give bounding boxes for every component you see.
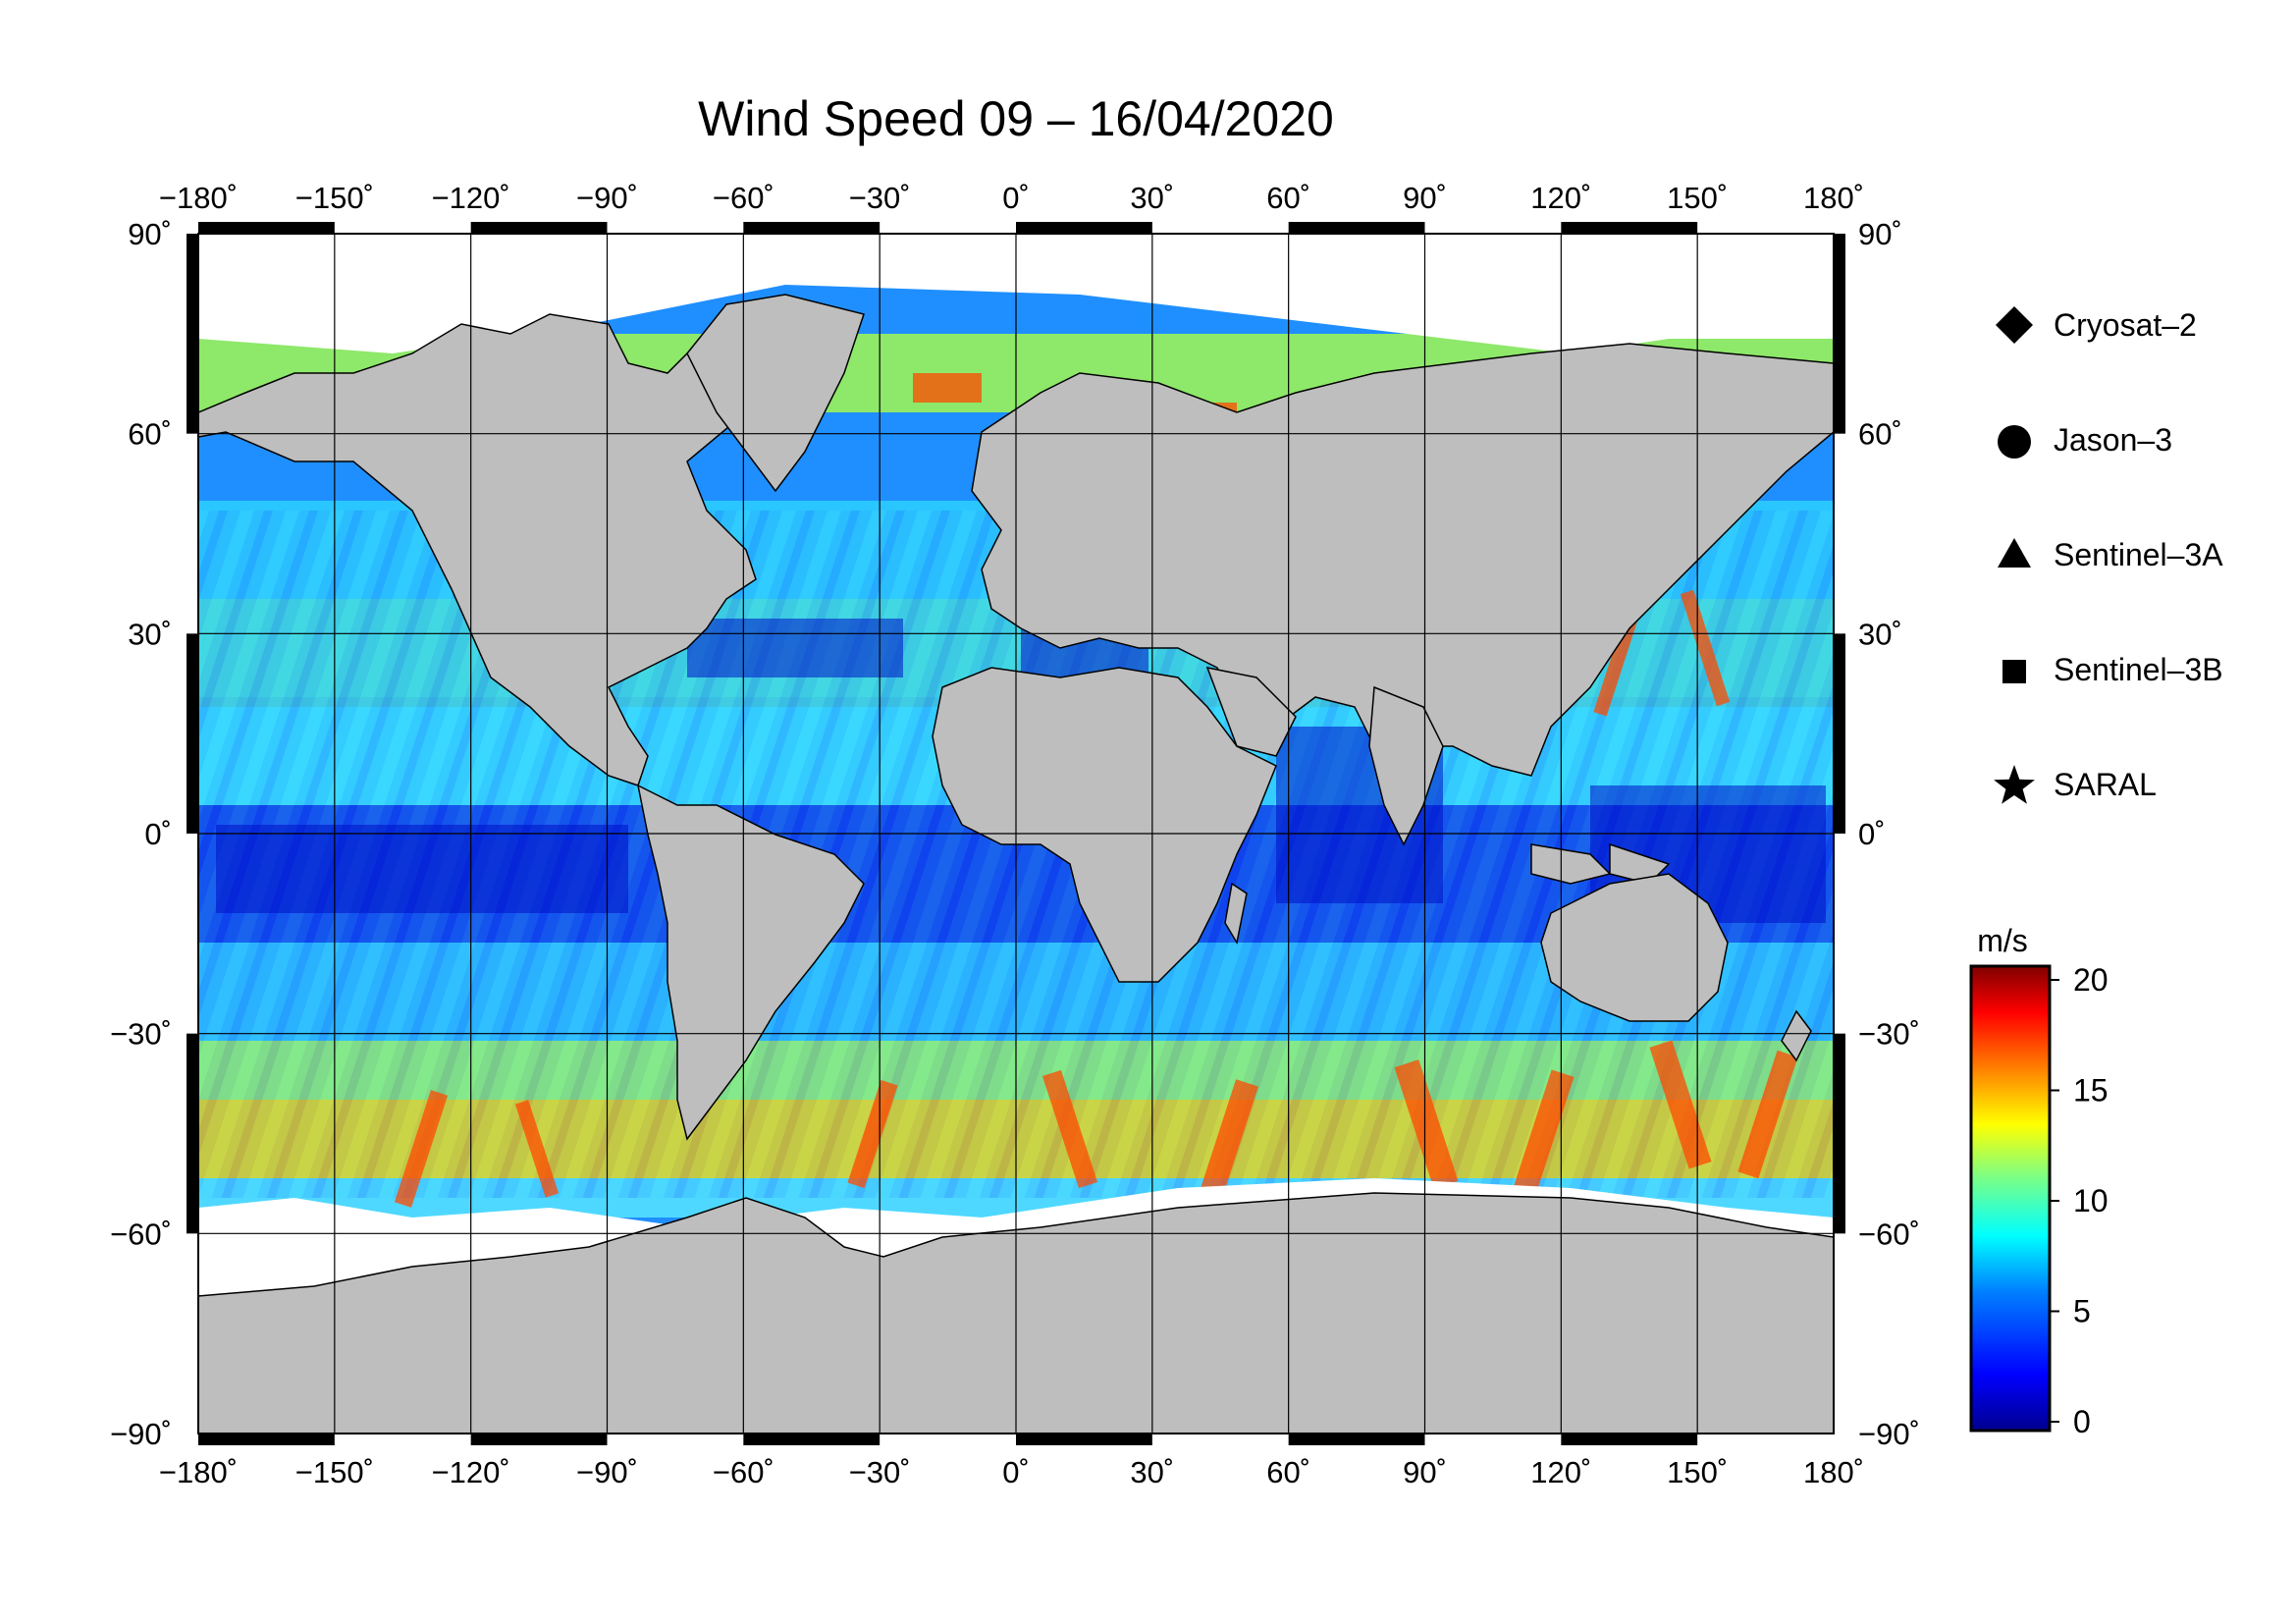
frame-bar-bottom: [1016, 1434, 1152, 1445]
colorbar-tick-label: 20: [2073, 962, 2109, 998]
south-america-land: [636, 784, 865, 1141]
lon-tick-label: 180˚: [1803, 181, 1864, 215]
australia-land: [1540, 873, 1729, 1022]
lat-tick-label: 0˚: [144, 817, 172, 851]
lon-tick-label: 0˚: [1002, 181, 1030, 215]
lon-tick-label: 120˚: [1530, 181, 1591, 215]
lat-tick-label: 60˚: [1858, 417, 1902, 452]
lon-tick-label: 120˚: [1530, 1455, 1591, 1489]
frame-bar-top: [198, 222, 335, 234]
colorbar-unit: m/s: [1977, 923, 2028, 958]
lon-tick-label: −150˚: [295, 1455, 374, 1489]
arabia-land: [1205, 666, 1297, 757]
square-icon: [2002, 660, 2026, 683]
legend-label: SARAL: [2054, 767, 2157, 802]
frame-bar-right: [1834, 234, 1845, 434]
lon-tick-label: 90˚: [1403, 1455, 1447, 1489]
lat-tick-label: 30˚: [1858, 617, 1902, 651]
frame-bar-bottom: [1561, 1434, 1698, 1445]
lat-tick-label: 60˚: [128, 417, 172, 452]
lon-tick-label: −60˚: [713, 1455, 774, 1489]
colorbar-tick-label: 10: [2073, 1183, 2109, 1218]
lon-tick-label: −150˚: [295, 181, 374, 215]
legend-label: Sentinel–3A: [2054, 537, 2223, 572]
colorbar-tick-label: 0: [2073, 1404, 2091, 1439]
lon-tick-label: 180˚: [1803, 1455, 1864, 1489]
frame-bar-left: [187, 633, 198, 834]
eurasia-land: [971, 343, 1834, 787]
colorbar-tick-label: 5: [2073, 1294, 2091, 1329]
colorbar-gradient: [1969, 964, 2052, 1433]
lat-tick-label: 0˚: [1858, 817, 1886, 851]
frame-bar-bottom: [743, 1434, 881, 1445]
lon-tick-label: 60˚: [1266, 181, 1310, 215]
star-icon: [1994, 765, 2035, 804]
bottom-lon-ticks: −180˚ −150˚ −120˚ −90˚ −60˚ −30˚ 0˚ 30˚ 60˚ 90˚ 12…: [159, 1455, 1864, 1489]
colorbar-tick-label: 15: [2073, 1073, 2109, 1109]
lat-tick-label: −90˚: [1858, 1417, 1920, 1451]
legend-label: Sentinel–3B: [2054, 652, 2223, 687]
lon-tick-label: −30˚: [849, 181, 911, 215]
lon-tick-label: 30˚: [1130, 1455, 1174, 1489]
lat-tick-label: −30˚: [1858, 1017, 1920, 1052]
triangle-icon: [1998, 538, 2031, 568]
lon-tick-label: 0˚: [1002, 1455, 1030, 1489]
lon-tick-label: 150˚: [1667, 1455, 1728, 1489]
frame-bar-top: [1561, 222, 1698, 234]
legend-label: Cryosat–2: [2054, 307, 2197, 343]
colorbar: m/s 20 15 10 5 0: [1969, 923, 2109, 1439]
lat-tick-label: 90˚: [128, 217, 172, 251]
top-lon-ticks: −180˚ −150˚ −120˚ −90˚ −60˚ −30˚ 0˚ 30˚ 60˚ 90˚ 12…: [159, 181, 1864, 215]
lon-tick-label: −120˚: [432, 181, 510, 215]
frame-bar-left: [187, 234, 198, 434]
graticule: [198, 234, 1834, 1434]
lon-tick-label: −180˚: [159, 1455, 238, 1489]
frame-bar-top: [743, 222, 881, 234]
frame-bar-left: [187, 1033, 198, 1234]
north-america-land: [198, 313, 777, 786]
legend-label: Jason–3: [2054, 422, 2172, 458]
map-title: Wind Speed 09 – 16/04/2020: [698, 91, 1334, 146]
frame-bar-right: [1834, 1033, 1845, 1234]
frame-bar-right: [1834, 633, 1845, 834]
satellite-legend: Cryosat–2 Jason–3 Sentinel–3A Sentinel–3B SA…: [1994, 306, 2223, 804]
lon-tick-label: 150˚: [1667, 181, 1728, 215]
lon-tick-label: −60˚: [713, 181, 774, 215]
frame-ticks: [187, 222, 1845, 1445]
lon-tick-label: −90˚: [576, 181, 638, 215]
right-lat-ticks: 90˚ 60˚ 30˚ 0˚ −30˚ −60˚ −90˚: [1858, 217, 1920, 1451]
frame-bar-bottom: [1288, 1434, 1425, 1445]
lat-tick-label: 90˚: [1858, 217, 1902, 251]
frame-bar-top: [1288, 222, 1425, 234]
circle-icon: [1998, 425, 2031, 459]
lat-tick-label: −30˚: [110, 1017, 172, 1052]
lon-tick-label: −120˚: [432, 1455, 510, 1489]
lon-tick-label: −30˚: [849, 1455, 911, 1489]
frame-bar-top: [1016, 222, 1152, 234]
lon-tick-label: 60˚: [1266, 1455, 1310, 1489]
lat-tick-label: −60˚: [1858, 1217, 1920, 1251]
diamond-icon: [1996, 306, 2033, 344]
frame-bar-top: [470, 222, 608, 234]
left-lat-ticks: 90˚ 60˚ 30˚ 0˚ −30˚ −60˚ −90˚: [110, 217, 172, 1451]
lon-tick-label: −90˚: [576, 1455, 638, 1489]
lon-tick-label: 30˚: [1130, 181, 1174, 215]
africa-land: [932, 667, 1277, 983]
greenland-land: [686, 294, 865, 493]
frame-bar-bottom: [470, 1434, 608, 1445]
lon-tick-label: 90˚: [1403, 181, 1447, 215]
lon-tick-label: −180˚: [159, 181, 238, 215]
new-zealand-land: [1781, 1009, 1812, 1062]
indonesia-land: [1530, 843, 1612, 885]
lat-tick-label: 30˚: [128, 617, 172, 651]
frame-bar-bottom: [198, 1434, 335, 1445]
lat-tick-label: −60˚: [110, 1217, 172, 1251]
lat-tick-label: −90˚: [110, 1417, 172, 1451]
